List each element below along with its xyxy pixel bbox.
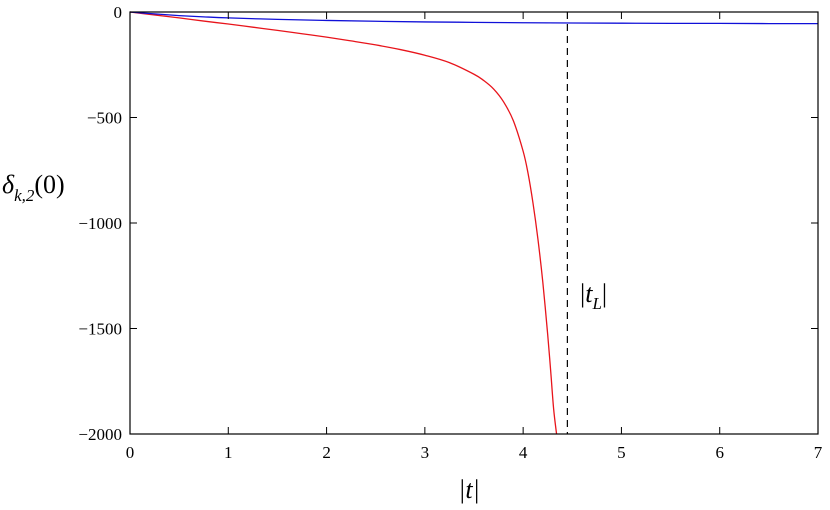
tl-line-label: |tL| — [580, 279, 607, 313]
x-tick-label: 0 — [126, 443, 135, 462]
y-axis-ticks: 0 −500 −1000 −1500 −2000 — [78, 3, 818, 444]
tl-label-sub: L — [591, 294, 601, 313]
y-tick-label: −1500 — [78, 320, 122, 339]
series-line-0 — [129, 11, 558, 435]
x-axis-ticks: 0 1 2 3 4 5 6 7 — [126, 12, 823, 462]
tl-label-main: t — [585, 279, 593, 308]
x-tick-label: 6 — [715, 443, 724, 462]
y-tick-label: −1000 — [78, 214, 122, 233]
y-axis-label-sub: k,2 — [14, 186, 35, 205]
y-tick-label: 0 — [114, 3, 123, 22]
x-tick-label: 2 — [322, 443, 331, 462]
x-tick-label: 7 — [814, 443, 823, 462]
curves-layer — [129, 11, 819, 435]
y-axis-label-suffix: (0) — [34, 170, 64, 199]
y-tick-label: −2000 — [78, 425, 122, 444]
y-axis-label-main: δ — [2, 170, 15, 199]
x-tick-label: 5 — [617, 443, 626, 462]
y-axis-label: δk,2(0) — [2, 170, 65, 205]
plot-frame — [129, 11, 819, 435]
x-tick-label: 3 — [421, 443, 430, 462]
x-tick-label: 4 — [519, 443, 528, 462]
series-line-1 — [129, 11, 819, 25]
x-tick-label: 1 — [224, 443, 233, 462]
y-tick-label: −500 — [87, 109, 122, 128]
x-axis-label: |t| — [458, 475, 480, 504]
